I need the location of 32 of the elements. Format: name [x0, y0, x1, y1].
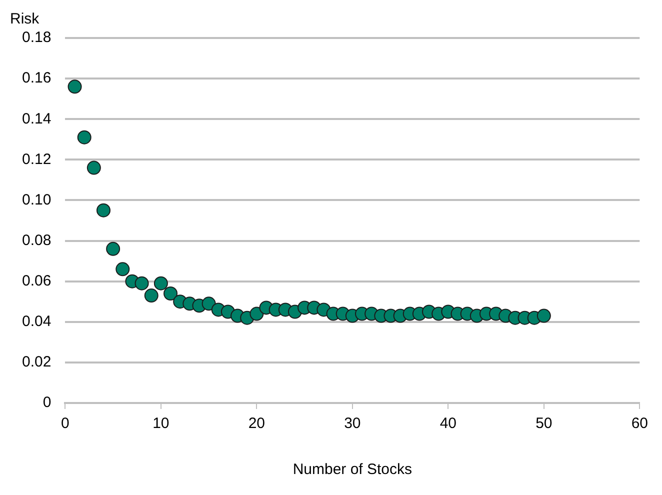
x-tick-label: 30 [344, 415, 361, 432]
point [144, 288, 158, 303]
y-tick-label: 0.06 [22, 272, 52, 290]
point [106, 242, 120, 256]
point [116, 262, 130, 276]
x-tick-label: 20 [248, 415, 266, 432]
y-tick-label: 0 [42, 394, 52, 412]
y-axis-title: Risk [10, 10, 40, 28]
y-tick-label: 0.08 [22, 232, 52, 249]
y-tick-label: 0.04 [22, 313, 52, 330]
y-tick-label: 0.12 [22, 150, 52, 168]
point [134, 276, 149, 290]
point [202, 296, 216, 311]
y-tick-label: 0.16 [22, 70, 52, 87]
x-tick-label: 0 [61, 415, 70, 432]
point [96, 203, 110, 218]
point [154, 276, 168, 290]
x-tick-label: 40 [440, 415, 457, 432]
point [68, 80, 82, 94]
point [77, 130, 92, 144]
x-tick-label: 10 [152, 415, 170, 432]
point [250, 306, 264, 321]
point [86, 160, 101, 175]
x-tick-label: 60 [631, 415, 648, 432]
y-tick-label: 0.02 [22, 354, 52, 371]
y-tick-label: 0.18 [22, 29, 52, 46]
point [164, 286, 178, 300]
y-tick-label: 0.10 [22, 191, 52, 208]
x-axis-title: Number of Stocks [292, 461, 412, 478]
x-tick-label: 50 [536, 415, 552, 432]
y-tick-label: 0.14 [22, 110, 52, 128]
point [536, 308, 551, 323]
